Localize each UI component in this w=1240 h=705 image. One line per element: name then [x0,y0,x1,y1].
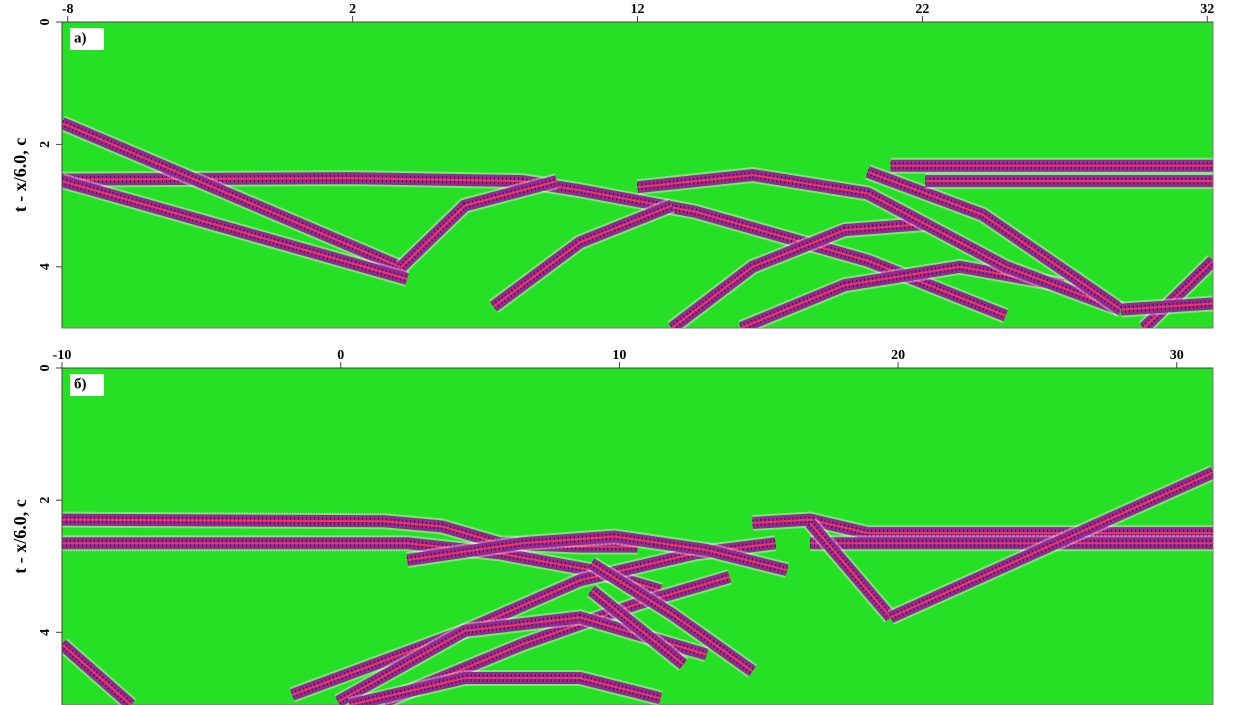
y-tick-label: 4 [38,629,53,636]
x-tick-label: 32 [1200,2,1214,17]
x-tick-label: 10 [612,348,626,363]
x-tick-label: 30 [1170,348,1184,363]
x-tick-label: -8 [62,2,74,17]
x-tick-label: 2 [349,2,356,17]
y-tick-label: 2 [38,497,53,504]
y-axis-label: t - x/6.0, c [10,499,30,573]
y-tick-label: 0 [38,19,53,26]
x-tick-label: 12 [631,2,645,17]
y-tick-label: 0 [38,365,53,372]
panel-label: б) [74,376,87,392]
y-tick-label: 4 [38,263,53,270]
x-tick-label: 22 [915,2,929,17]
y-tick-label: 2 [38,141,53,148]
y-axis-label: t - x/6.0, c [10,138,30,212]
page: {"chart_data": [ {"type": "seismogram", … [0,0,1240,705]
x-tick-label: 0 [337,348,344,363]
x-tick-label: -10 [53,348,72,363]
x-tick-label: 20 [891,348,905,363]
figure: -82122232024t - x/6.0, cа)-100102030024t… [0,0,1240,705]
panel-label: а) [74,30,87,46]
